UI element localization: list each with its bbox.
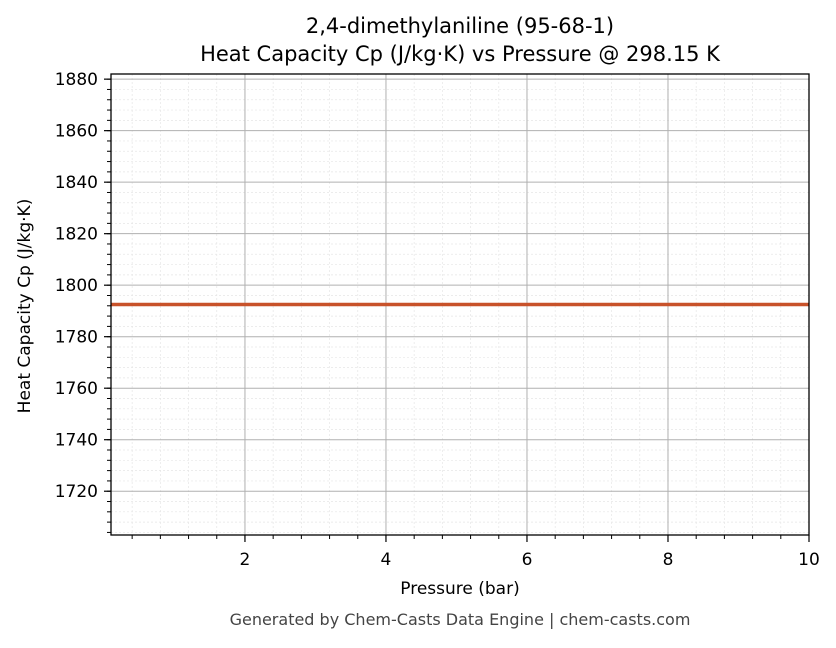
chart-title-line-2: Heat Capacity Cp (J/kg·K) vs Pressure @ …	[200, 42, 721, 66]
y-tick-label: 1840	[55, 173, 98, 193]
y-tick-label: 1760	[55, 379, 98, 399]
chart-title-line-1: 2,4-dimethylaniline (95-68-1)	[306, 14, 614, 38]
y-axis-label: Heat Capacity Cp (J/kg·K)	[15, 199, 35, 414]
y-tick-label: 1740	[55, 431, 98, 451]
x-tick-label: 2	[240, 550, 251, 570]
y-tick-label: 1800	[55, 276, 98, 296]
minor-grid	[111, 74, 809, 535]
x-tick-label: 6	[522, 550, 533, 570]
x-tick-label: 8	[663, 550, 674, 570]
footer-credit: Generated by Chem-Casts Data Engine | ch…	[230, 610, 691, 629]
x-axis-ticks: 2 4 6 8 10	[131, 535, 820, 570]
x-tick-label: 4	[381, 550, 392, 570]
y-tick-label: 1860	[55, 122, 98, 142]
y-axis-ticks: 1720 1740 1760 1780 1800 1820 1840 1860 1880	[55, 70, 111, 533]
major-grid	[111, 74, 810, 535]
x-axis-label: Pressure (bar)	[400, 579, 519, 599]
y-tick-label: 1880	[55, 70, 98, 90]
x-tick-label: 10	[798, 550, 820, 570]
y-tick-label: 1820	[55, 225, 98, 245]
y-tick-label: 1780	[55, 328, 98, 348]
y-tick-label: 1720	[55, 482, 98, 502]
plot-area-frame	[110, 73, 810, 536]
